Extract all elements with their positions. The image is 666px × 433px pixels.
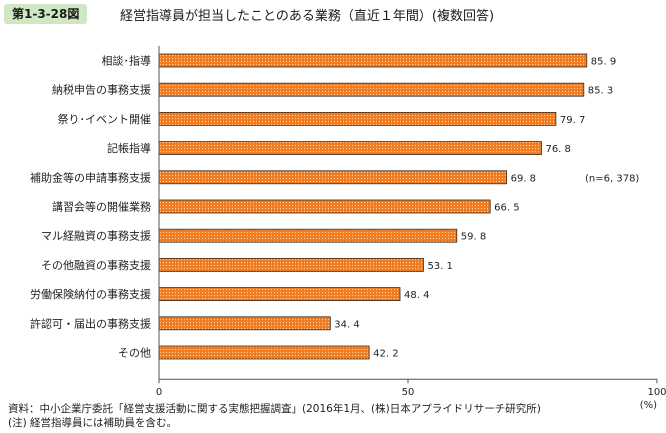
value-label-5: 69. 8 <box>511 173 536 184</box>
value-label-4: 76. 8 <box>545 144 570 155</box>
bar-7 <box>158 228 458 243</box>
value-label-1: 85. 9 <box>591 57 616 68</box>
sample-size-note: (n=6, 378) <box>585 173 639 184</box>
category-label-7: マル経融資の事務支援 <box>41 229 151 243</box>
footnote: (注) 経営指導員には補助員を含む。 <box>8 417 178 429</box>
bar-9 <box>158 287 401 302</box>
bar-5 <box>158 170 508 185</box>
value-label-2: 85. 3 <box>588 86 613 97</box>
bar-11 <box>158 345 370 360</box>
category-label-10: 許認可・届出の事務支援 <box>30 316 151 330</box>
value-label-7: 59. 8 <box>461 232 486 243</box>
x-tick-label-1: 0 <box>156 387 162 398</box>
bar-6 <box>158 199 491 214</box>
value-label-10: 34. 4 <box>334 319 359 330</box>
bar-1 <box>158 53 588 68</box>
category-label-6: 講習会等の開催業務 <box>52 200 151 214</box>
figure-title: 経営指導員が担当したことのある業務（直近１年間）(複数回答) <box>120 9 495 24</box>
category-label-2: 納税申告の事務支援 <box>52 83 151 97</box>
bar-10 <box>158 316 331 331</box>
bar-3 <box>158 112 557 126</box>
value-labels: 85. 9 85. 3 79. 7 76. 8 69. 8 66. 5 59. 8 53. 1… <box>334 57 616 360</box>
category-labels: 相談･指導納税申告の事務支援祭り･イベント開催記帳指導補助金等の申請事務支援講習… <box>30 54 151 360</box>
category-label-3: 祭り･イベント開催 <box>58 112 152 126</box>
x-tick-label-2: 50 <box>402 387 415 398</box>
figure-number-badge: 第1-3-28図 <box>4 4 88 24</box>
figure-header: 第1-3-28図 経営指導員が担当したことのある業務（直近１年間）(複数回答) <box>0 0 666 30</box>
source-note: 資料：中小企業庁委託「経営支援活動に関する実態把握調査」(2016年1月、(株)… <box>8 403 541 415</box>
category-label-4: 記帳指導 <box>107 141 151 155</box>
bar-2 <box>158 82 585 97</box>
category-label-9: 労働保険納付の事務支援 <box>30 287 151 301</box>
x-tick-label-3: 100 <box>647 387 666 398</box>
bar-4 <box>158 141 542 155</box>
bars-group <box>158 46 588 380</box>
value-label-8: 53. 1 <box>427 261 452 272</box>
x-axis-ticks: 0 50 100 <box>156 379 666 398</box>
x-axis-unit-label: (%) <box>640 400 657 410</box>
figure-notes: 資料：中小企業庁委託「経営支援活動に関する実態把握調査」(2016年1月、(株)… <box>8 402 541 430</box>
bar-chart: 相談･指導納税申告の事務支援祭り･イベント開催記帳指導補助金等の申請事務支援講習… <box>30 46 666 410</box>
category-label-1: 相談･指導 <box>102 54 152 68</box>
bar-8 <box>158 257 424 272</box>
category-label-11: その他 <box>118 347 151 360</box>
value-label-6: 66. 5 <box>494 203 519 214</box>
value-label-9: 48. 4 <box>404 290 429 301</box>
value-label-3: 79. 7 <box>560 115 585 126</box>
category-label-8: その他融資の事務支援 <box>41 258 151 272</box>
value-label-11: 42. 2 <box>373 349 398 360</box>
category-label-5: 補助金等の申請事務支援 <box>30 170 151 184</box>
